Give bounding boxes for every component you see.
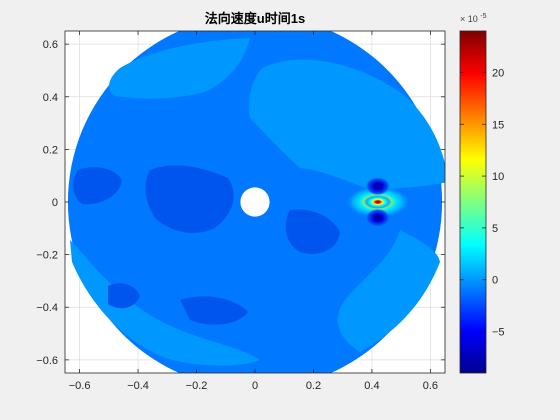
y-tick-label: −0.4	[36, 302, 58, 314]
x-tick-label: 0.6	[423, 380, 438, 392]
colorbar-gradient	[459, 30, 487, 374]
contour-region	[285, 209, 340, 254]
domain-hole	[240, 187, 270, 217]
y-tick-label: 0.4	[43, 92, 58, 104]
contour-region	[180, 296, 248, 325]
colorbar-tick-label: 15	[492, 119, 504, 131]
field-plot	[67, 31, 445, 373]
contour-region	[337, 230, 440, 352]
y-tick-label: 0.2	[43, 144, 58, 156]
colorbar: −5 0 5 10 15 20 × 10 -5	[459, 13, 505, 374]
y-tick-label: −0.2	[36, 250, 58, 262]
colorbar-exponent: × 10 -5	[460, 13, 487, 24]
contour-region	[73, 167, 122, 205]
hotspot	[345, 177, 410, 227]
colorbar-tick-label: 0	[492, 275, 498, 287]
colorbar-tick-label: −5	[492, 327, 505, 339]
colorbar-tick-label: 10	[492, 171, 504, 183]
x-tick-label: 0.4	[364, 380, 379, 392]
colorbar-tick-label: 20	[492, 67, 504, 79]
y-axis: −0.6 −0.4 −0.2 0 0.2 0.4 0.6	[36, 39, 445, 367]
x-tick-label: 0	[252, 380, 258, 392]
colorbar-exponent-power: -5	[480, 13, 486, 20]
hotspot-core	[363, 195, 392, 209]
colorbar-exponent-base: × 10	[460, 14, 478, 24]
y-tick-label: −0.6	[36, 355, 58, 367]
negative-lobe	[365, 177, 390, 196]
y-tick-label: 0	[52, 197, 58, 209]
contour-region	[108, 283, 140, 309]
x-tick-label: −0.6	[69, 380, 91, 392]
colorbar-tick-label: 5	[492, 223, 498, 235]
x-tick-label: 0.2	[306, 380, 321, 392]
colorbar-ticks: −5 0 5 10 15 20	[460, 67, 505, 339]
contour-regions	[70, 38, 445, 366]
contour-region	[145, 165, 234, 233]
contour-region	[248, 59, 445, 190]
negative-lobe	[365, 208, 390, 227]
contour-region	[108, 38, 250, 99]
chart-title: 法向速度u时间1s	[205, 11, 305, 26]
x-axis: −0.6 −0.4 −0.2 0 0.2 0.4 0.6	[69, 31, 438, 392]
x-tick-label: −0.2	[186, 380, 208, 392]
x-tick-label: −0.4	[127, 380, 149, 392]
y-tick-label: 0.6	[43, 39, 58, 51]
